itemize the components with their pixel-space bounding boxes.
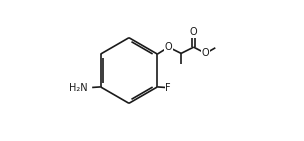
Text: O: O [190,27,198,37]
Text: F: F [165,83,171,93]
Text: H₂N: H₂N [69,83,88,93]
Text: O: O [165,42,172,52]
Text: O: O [202,48,209,58]
